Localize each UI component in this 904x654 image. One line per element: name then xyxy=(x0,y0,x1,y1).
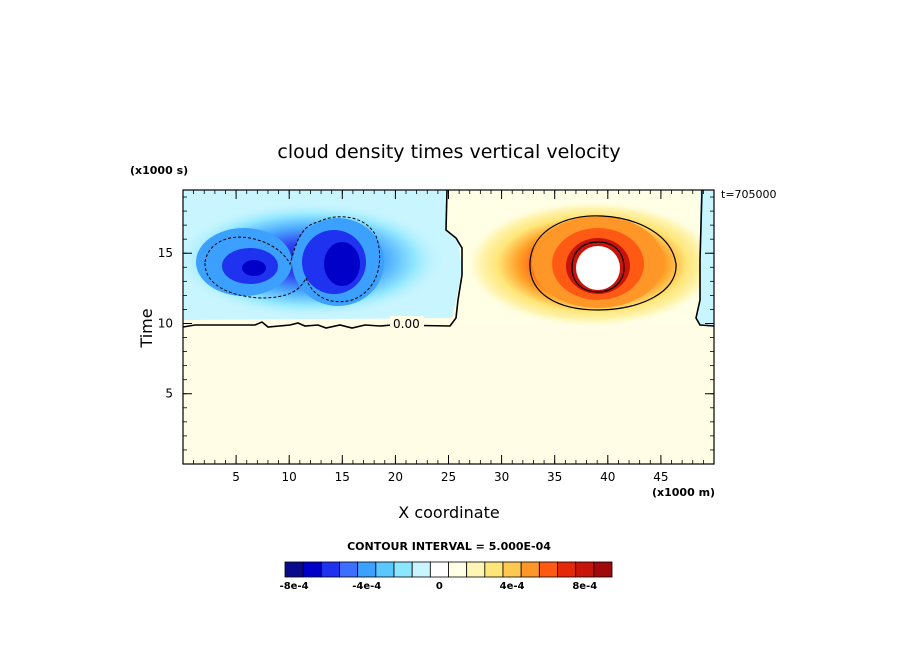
colorbar-swatch xyxy=(393,561,413,578)
y-axis-ticks: 5 10 15 xyxy=(158,246,714,401)
colorbar-swatch xyxy=(593,561,613,578)
x-axis-label: X coordinate xyxy=(398,503,499,522)
y-tick-label: 10 xyxy=(158,316,173,330)
plot-area xyxy=(183,190,714,464)
negative-core-right-center xyxy=(324,242,360,286)
colorbar-swatch xyxy=(520,561,540,578)
colorbar-swatch xyxy=(466,561,486,578)
contour-label-bg xyxy=(390,316,424,329)
time-annotation: t=705000 xyxy=(721,188,777,201)
x-unit-label: (x1000 m) xyxy=(652,486,715,499)
negative-contour xyxy=(204,216,381,303)
colorbar-swatch xyxy=(538,561,558,578)
colorbar-tick-label: 4e-4 xyxy=(500,581,525,592)
negative-core-left-center xyxy=(242,260,266,276)
colorbar-swatch xyxy=(411,561,431,578)
colorbar-swatch xyxy=(448,561,468,578)
x-tick-label: 5 xyxy=(232,470,240,484)
y-tick-label: 15 xyxy=(158,246,173,260)
x-tick-label: 30 xyxy=(494,470,509,484)
colorbar-tick-label: 8e-4 xyxy=(572,581,597,592)
colorbar-swatch xyxy=(375,561,395,578)
y-unit-label: (x1000 s) xyxy=(130,164,188,177)
positive-contour-inner xyxy=(571,241,625,293)
y-axis-label: Time xyxy=(137,308,156,348)
colorbar-tick-label: 0 xyxy=(436,581,443,592)
y-tick-label: 5 xyxy=(165,387,173,401)
colorbar-tick-label: -8e-4 xyxy=(280,581,309,592)
positive-core-center xyxy=(576,246,620,290)
x-tick-label: 25 xyxy=(441,470,456,484)
colorbar-swatch xyxy=(320,561,340,578)
zero-contour xyxy=(183,190,463,329)
colorbar-swatch xyxy=(484,561,504,578)
zero-contour-right xyxy=(695,190,714,327)
positive-contour-outer xyxy=(529,215,677,311)
colorbar-tick-label: -4e-4 xyxy=(352,581,381,592)
x-tick-label: 40 xyxy=(600,470,615,484)
colorbar-swatch xyxy=(302,561,322,578)
colorbar-swatch xyxy=(339,561,359,578)
colorbar xyxy=(284,561,613,578)
contour-label: 0.00 xyxy=(393,317,420,331)
colorbar-swatch xyxy=(575,561,595,578)
colorbar-swatch xyxy=(557,561,577,578)
x-tick-label: 15 xyxy=(335,470,350,484)
colorbar-labels: -8e-4 -4e-4 0 4e-4 8e-4 xyxy=(280,581,598,592)
colorbar-swatch xyxy=(502,561,522,578)
colorbar-swatch xyxy=(284,561,304,578)
x-tick-label: 10 xyxy=(282,470,297,484)
chart-title: cloud density times vertical velocity xyxy=(277,141,620,163)
x-axis-ticks: 5 10 15 20 25 30 35 40 45 xyxy=(232,190,669,484)
contour-interval: CONTOUR INTERVAL = 5.000E-04 xyxy=(347,540,551,553)
x-tick-label: 20 xyxy=(388,470,403,484)
x-tick-label: 45 xyxy=(653,470,668,484)
x-tick-label: 35 xyxy=(547,470,562,484)
colorbar-swatch xyxy=(429,561,449,578)
colorbar-swatch xyxy=(357,561,377,578)
